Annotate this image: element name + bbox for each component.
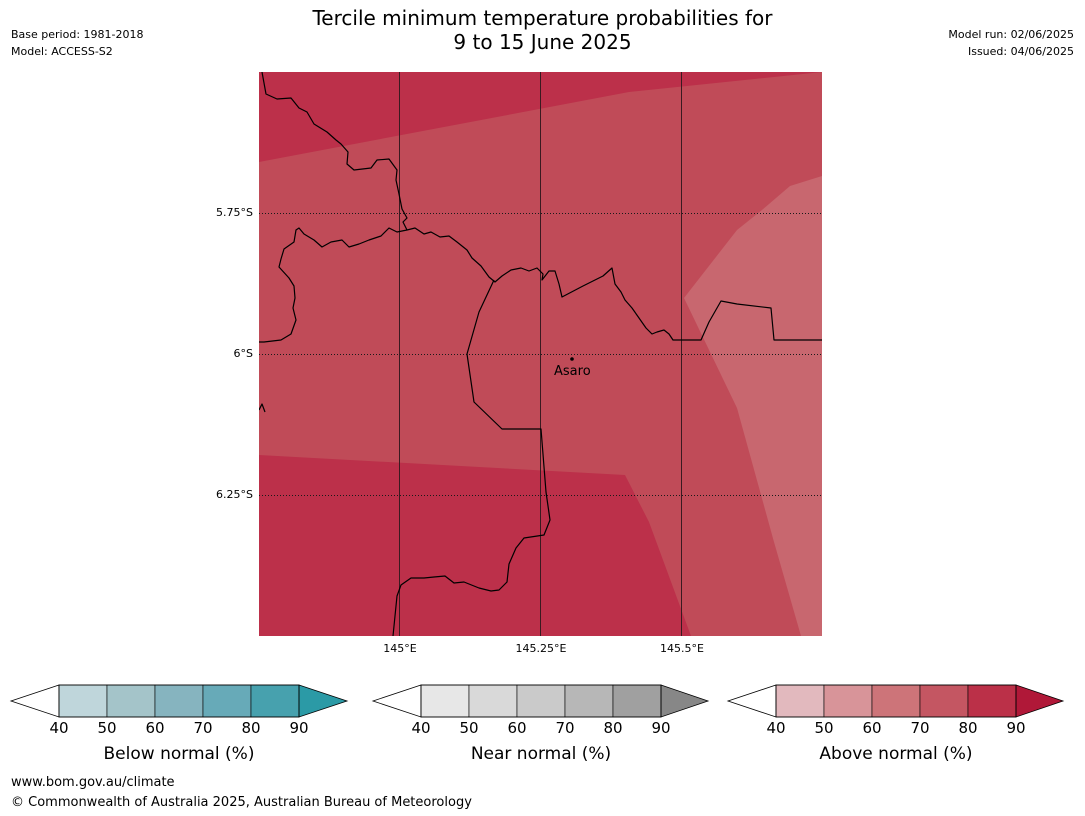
- meta-left: Base period: 1981-2018 Model: ACCESS-S2: [11, 26, 143, 60]
- colorbar-tick-label: 90: [1006, 719, 1026, 737]
- colorbar-segment: [420, 684, 470, 718]
- lon-gridlines: [399, 72, 682, 636]
- lat-label-5-75: 5.75°S: [216, 206, 253, 219]
- colorbar-segment: [775, 684, 825, 718]
- colorbar-segment: [106, 684, 156, 718]
- colorbar-tick-label: 60: [145, 719, 165, 737]
- colorbar-segment: [516, 684, 566, 718]
- colorbar-above-normal: [726, 684, 1065, 718]
- colorbar-tick-label: 60: [507, 719, 527, 737]
- colorbar-segment: [871, 684, 921, 718]
- colorbar-label-above: Above normal (%): [819, 744, 973, 764]
- colorbar-extend-low: [9, 684, 60, 718]
- colorbar-frame: [58, 684, 300, 718]
- meta-right: Model run: 02/06/2025 Issued: 04/06/2025: [948, 26, 1074, 60]
- colorbar-tick-label: 80: [603, 719, 623, 737]
- asaro-marker: [570, 357, 574, 361]
- colorbar-below-normal: [9, 684, 349, 718]
- lat-label-6: 6°S: [233, 347, 253, 360]
- colorbar-tick-label: 80: [958, 719, 978, 737]
- lon-label-145: 145°E: [383, 642, 417, 655]
- colorbar-segment: [154, 684, 204, 718]
- model-run-text: Model run: 02/06/2025: [948, 28, 1074, 41]
- colorbar-extend-low: [371, 684, 422, 718]
- colorbar-tick-label: 70: [555, 719, 575, 737]
- title-line-1: Tercile minimum temperature probabilitie…: [312, 6, 773, 30]
- colorbar-extend-high: [298, 684, 349, 718]
- map-fill-bottom-80-90: [259, 455, 691, 636]
- colorbar-extend-high: [660, 684, 710, 718]
- colorbar-tick-label: 70: [193, 719, 213, 737]
- colorbar-extend-high: [1015, 684, 1065, 718]
- colorbar-tick-label: 90: [289, 719, 309, 737]
- colorbar-segment: [967, 684, 1017, 718]
- colorbar-label-near: Near normal (%): [470, 744, 612, 764]
- colorbar-segment: [468, 684, 518, 718]
- colorbar-tick-label: 80: [241, 719, 261, 737]
- colorbar-tick-label: 40: [766, 719, 786, 737]
- province-boundaries: [259, 72, 822, 636]
- base-period-text: Base period: 1981-2018: [11, 28, 144, 41]
- colorbar-tick-label: 40: [411, 719, 431, 737]
- lon-label-145-25: 145.25°E: [515, 642, 567, 655]
- place-label-asaro: Asaro: [554, 364, 591, 379]
- colorbars: [9, 684, 1065, 718]
- colorbar-segment: [250, 684, 300, 718]
- colorbar-frame: [775, 684, 1017, 718]
- model-text: Model: ACCESS-S2: [11, 45, 113, 58]
- colorbar-extend-low: [726, 684, 777, 718]
- colorbar-segment: [919, 684, 969, 718]
- colorbar-tick-label: 60: [862, 719, 882, 737]
- footer-copyright: © Commonwealth of Australia 2025, Austra…: [11, 795, 472, 810]
- colorbar-tick-label: 50: [97, 719, 117, 737]
- colorbar-label-below: Below normal (%): [103, 744, 255, 764]
- title-line-2: 9 to 15 June 2025: [453, 30, 632, 54]
- colorbar-segment: [823, 684, 873, 718]
- colorbar-segment: [564, 684, 614, 718]
- colorbar-tick-label: 50: [459, 719, 479, 737]
- colorbar-segment: [58, 684, 108, 718]
- lon-label-145-5: 145.5°E: [660, 642, 704, 655]
- colorbar-frame: [420, 684, 662, 718]
- colorbar-tick-label: 70: [910, 719, 930, 737]
- colorbar-segment: [612, 684, 662, 718]
- footer-url: www.bom.gov.au/climate: [11, 775, 175, 790]
- colorbar-segment: [202, 684, 252, 718]
- chart-title: Tercile minimum temperature probabilitie…: [0, 6, 1085, 54]
- colorbar-near-normal: [371, 684, 710, 718]
- map-panel: [259, 72, 822, 636]
- colorbar-tick-label: 90: [651, 719, 671, 737]
- colorbar-tick-label: 40: [49, 719, 69, 737]
- map-fill-right-60-70: [684, 176, 822, 636]
- lat-gridlines: [259, 213, 822, 496]
- colorbar-tick-label: 50: [814, 719, 834, 737]
- lat-label-6-25: 6.25°S: [216, 488, 253, 501]
- issued-text: Issued: 04/06/2025: [967, 45, 1074, 58]
